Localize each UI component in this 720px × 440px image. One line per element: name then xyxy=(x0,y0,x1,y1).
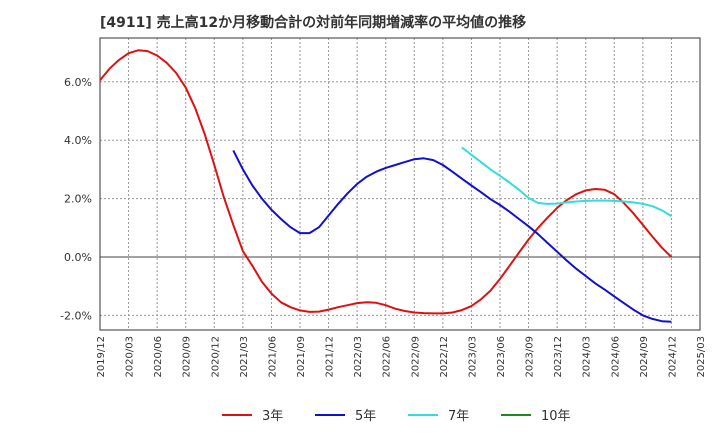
series-lines xyxy=(99,49,673,323)
x-tick-label: 2024/09 xyxy=(639,336,650,378)
x-tick-label: 2024/06 xyxy=(610,336,621,378)
x-tick-label: 2022/06 xyxy=(382,336,393,378)
legend: 3年 5年 7年 10年 xyxy=(222,409,571,424)
x-tick-label: 2024/03 xyxy=(582,336,593,378)
x-tick-label: 2023/06 xyxy=(496,336,507,378)
y-tick-label: 2.0% xyxy=(64,193,92,206)
chart-title: [4911] 売上高12か月移動合計の対前年同期増減率の平均値の推移 xyxy=(100,15,527,31)
x-tick-label: 2019/12 xyxy=(96,336,107,378)
axes: -2.0% 0.0% 2.0% 4.0% 6.0% 2019/12 2020/03 2020/… xyxy=(60,37,707,378)
series-line-5年 xyxy=(232,149,672,323)
y-tick-label: -2.0% xyxy=(60,309,92,322)
plot-frame xyxy=(99,37,701,331)
x-tick-label: 2023/09 xyxy=(525,336,536,378)
x-tick-label: 2023/12 xyxy=(553,336,564,378)
legend-label: 7年 xyxy=(448,409,469,424)
y-tick-label: 0.0% xyxy=(64,251,92,264)
x-tick-label: 2025/03 xyxy=(696,336,707,378)
y-tick-label: 6.0% xyxy=(64,76,92,89)
x-tick-label: 2022/12 xyxy=(439,336,450,378)
x-tick-label: 2021/06 xyxy=(267,336,278,378)
series-line-3年 xyxy=(99,49,673,315)
x-tick-label: 2022/03 xyxy=(353,336,364,378)
x-tick-label: 2021/09 xyxy=(296,336,307,378)
legend-label: 5年 xyxy=(355,409,376,424)
x-tick-label: 2021/12 xyxy=(325,336,336,378)
x-tick-label: 2024/12 xyxy=(667,336,678,378)
x-tick-label: 2022/09 xyxy=(410,336,421,378)
x-tick-label: 2020/12 xyxy=(210,336,221,378)
y-tick-label: 4.0% xyxy=(64,134,92,147)
grid xyxy=(99,38,701,330)
x-tick-label: 2020/03 xyxy=(125,336,136,378)
legend-label: 10年 xyxy=(541,409,571,424)
series-line-7年 xyxy=(461,146,672,217)
x-tick-label: 2020/06 xyxy=(153,336,164,378)
legend-label: 3年 xyxy=(262,409,283,424)
x-tick-label: 2023/03 xyxy=(467,336,478,378)
x-tick-label: 2020/09 xyxy=(182,336,193,378)
x-tick-label: 2021/03 xyxy=(239,336,250,378)
